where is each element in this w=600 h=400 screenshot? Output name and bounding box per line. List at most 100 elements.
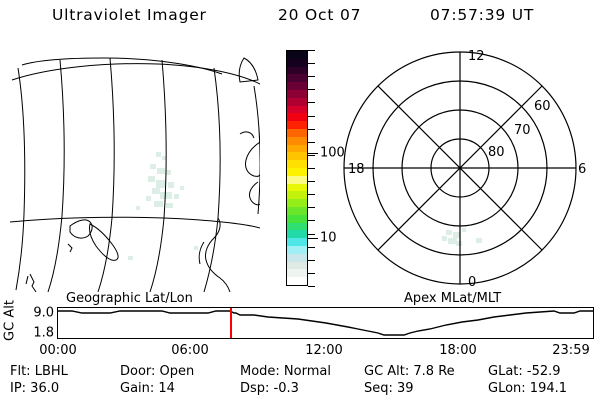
colorbar-tick [308,154,315,156]
time-tick-0: 00:00 [39,343,77,358]
geographic-coastlines [25,57,260,292]
colorbar-tick [308,63,315,65]
altitude-time-cursor[interactable] [230,308,232,338]
geographic-map-panel[interactable] [8,46,260,292]
time-tick-4: 23:59 [552,343,590,358]
observation-time: 07:57:39 UT [430,6,535,24]
geographic-map-svg [9,57,260,292]
status-glon: GLon: 194.1 [488,381,568,396]
colorbar-band [287,214,307,223]
colorbar-tick-label: 10 [320,230,337,246]
time-tick-1: 06:00 [171,343,209,358]
colorbar-tick [308,181,315,183]
colorbar-band [287,82,307,90]
geographic-panel-caption: Geographic Lat/Lon [66,291,193,306]
colorbar-band [287,230,307,239]
mlt-label-12: 12 [468,49,485,64]
colorbar-tick [308,246,315,248]
apex-panel-caption: Apex MLat/MLT [404,291,502,306]
colorbar-tick [308,233,315,235]
colorbar-tick [308,141,315,143]
colorbar-band [287,269,307,278]
colorbar-band [287,222,307,231]
apex-dial-svg: 12 6 0 18 60 70 80 [343,49,586,290]
mlt-label-18: 18 [348,162,365,177]
status-door: Door: Open [120,364,195,379]
colorbar-band [287,167,307,176]
colorbar-band [287,183,307,192]
colorbar-band [287,66,307,75]
altitude-curve [58,310,593,336]
apex-dial-labels: 12 6 0 18 60 70 80 [348,49,586,290]
colorbar-tick [308,102,315,104]
mlat-label-60: 60 [534,99,551,114]
instrument-title: Ultraviolet Imager [52,6,207,24]
status-bar: Flt: LBHL IP: 36.0 Door: Open Gain: 14 M… [0,364,600,400]
colorbar-band [287,128,307,137]
status-mode: Mode: Normal [240,364,331,379]
colorbar-tick [308,207,315,209]
status-glat: GLat: -52.9 [488,364,561,379]
colorbar-band [287,238,307,246]
colorbar-band [287,152,307,161]
geographic-emission-pixels [128,152,198,260]
colorbar-band [287,245,307,254]
mlt-label-0: 0 [468,275,476,290]
colorbar-tick [308,128,315,130]
colorbar-band [287,253,307,262]
colorbar-band [287,261,307,270]
status-dsp: Dsp: -0.3 [240,381,299,396]
colorbar-band [287,97,307,106]
mlat-label-70: 70 [514,123,531,138]
colorbar-tick [308,115,315,117]
colorbar-band [287,160,307,168]
status-seq: Seq: 39 [364,381,414,396]
colorbar-band [287,136,307,145]
colorbar-band [287,113,307,122]
colorbar-band [287,121,307,129]
header-bar: Ultraviolet Imager 20 Oct 07 07:57:39 UT [0,4,600,30]
status-gain: Gain: 14 [120,381,175,396]
colorbar-tick [308,89,315,91]
mlat-label-80: 80 [488,145,505,160]
colorbar-tick [308,50,315,51]
apex-emission-pixels [442,228,482,246]
colorbar-tick-label: 100 [320,145,345,161]
altitude-ytick-min: 1.8 [33,325,54,341]
colorbar-tick [308,168,315,169]
colorbar-band [287,144,307,153]
geographic-graticule [9,57,260,292]
meridian-diag-b [377,85,543,251]
colorbar-tick [308,259,315,261]
colorbar-band [287,105,307,114]
time-tick-3: 18:00 [439,343,477,358]
apex-mlat-mlt-panel[interactable]: 12 6 0 18 60 70 80 [336,42,596,294]
observation-date: 20 Oct 07 [278,6,362,24]
apex-dial-grid [343,51,577,285]
colorbar-band [287,277,307,285]
altitude-timeline-plot[interactable] [57,307,594,339]
colorbar-tick [308,76,315,78]
colorbar-tick [308,286,315,287]
time-tick-2: 12:00 [305,343,343,358]
colorbar-band [287,199,307,207]
mlt-label-6: 6 [578,162,586,177]
status-flight: Flt: LBHL [10,364,68,379]
colorbar-tick [308,194,315,196]
colorbar-gradient[interactable] [286,50,308,286]
colorbar-band [287,89,307,98]
colorbar-band [287,58,307,67]
altitude-axis-title: GC Alt [2,300,18,341]
status-gc-alt: GC Alt: 7.8 Re [364,364,455,379]
colorbar-major-tick [308,237,318,239]
colorbar-tick [308,272,315,274]
altitude-ytick-max: 9.0 [33,305,54,321]
colorbar-major-tick [308,152,318,154]
colorbar-band [287,74,307,83]
status-ip: IP: 36.0 [10,381,60,396]
colorbar-band [287,191,307,200]
colorbar-tick [308,220,315,222]
colorbar-band [287,206,307,215]
